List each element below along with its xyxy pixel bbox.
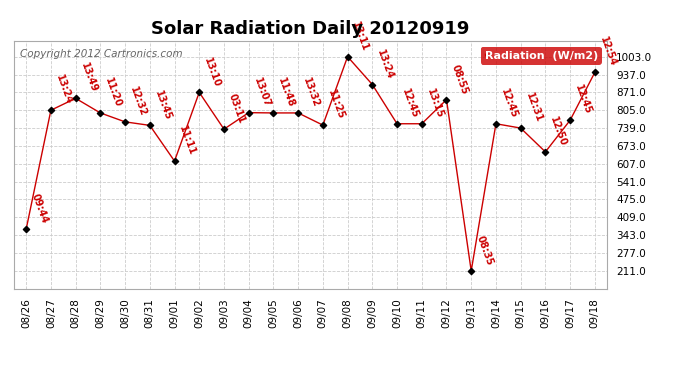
- Text: 13:45: 13:45: [152, 89, 172, 122]
- Text: 12:31: 12:31: [524, 92, 544, 124]
- Text: 12:45: 12:45: [400, 87, 420, 120]
- Point: [219, 126, 230, 132]
- Point: [491, 121, 502, 127]
- Point: [441, 97, 452, 103]
- Point: [243, 110, 254, 116]
- Text: 09:44: 09:44: [29, 193, 49, 225]
- Point: [46, 107, 57, 113]
- Text: 11:11: 11:11: [177, 124, 197, 157]
- Text: Copyright 2012 Cartronics.com: Copyright 2012 Cartronics.com: [20, 49, 182, 58]
- Point: [70, 95, 81, 101]
- Text: 03:11: 03:11: [227, 93, 247, 125]
- Point: [416, 121, 427, 127]
- Text: 12:32: 12:32: [128, 85, 148, 118]
- Text: 13:24: 13:24: [54, 74, 74, 106]
- Point: [169, 158, 180, 164]
- Point: [119, 119, 130, 125]
- Text: 13:32: 13:32: [301, 76, 321, 109]
- Title: Solar Radiation Daily 20120919: Solar Radiation Daily 20120919: [151, 20, 470, 38]
- Point: [466, 268, 477, 274]
- Text: 13:15: 13:15: [425, 87, 445, 120]
- Text: 08:35: 08:35: [474, 234, 494, 267]
- Point: [367, 81, 378, 87]
- Text: 12:45: 12:45: [499, 87, 519, 120]
- Point: [21, 226, 32, 232]
- Point: [564, 117, 575, 123]
- Point: [515, 125, 526, 131]
- Point: [194, 89, 205, 95]
- Text: 08:55: 08:55: [449, 63, 469, 96]
- Text: 12:50: 12:50: [549, 115, 569, 148]
- Text: 13:07: 13:07: [252, 76, 272, 109]
- Text: 11:20: 11:20: [104, 76, 124, 109]
- Text: 11:25: 11:25: [326, 88, 346, 121]
- Text: 13:10: 13:10: [202, 56, 222, 88]
- Point: [342, 54, 353, 60]
- Text: 13:11: 13:11: [351, 20, 371, 53]
- Point: [317, 122, 328, 128]
- Text: 13:49: 13:49: [79, 62, 99, 94]
- Text: 13:24: 13:24: [375, 48, 395, 81]
- Point: [95, 110, 106, 116]
- Point: [268, 110, 279, 116]
- Point: [144, 122, 155, 128]
- Point: [589, 69, 600, 75]
- Point: [540, 149, 551, 155]
- Text: 11:48: 11:48: [277, 76, 297, 109]
- Point: [293, 110, 304, 116]
- Legend: Radiation  (W/m2): Radiation (W/m2): [481, 47, 602, 64]
- Text: 12:45: 12:45: [573, 84, 593, 116]
- Text: 12:54: 12:54: [598, 36, 618, 68]
- Point: [391, 121, 402, 127]
